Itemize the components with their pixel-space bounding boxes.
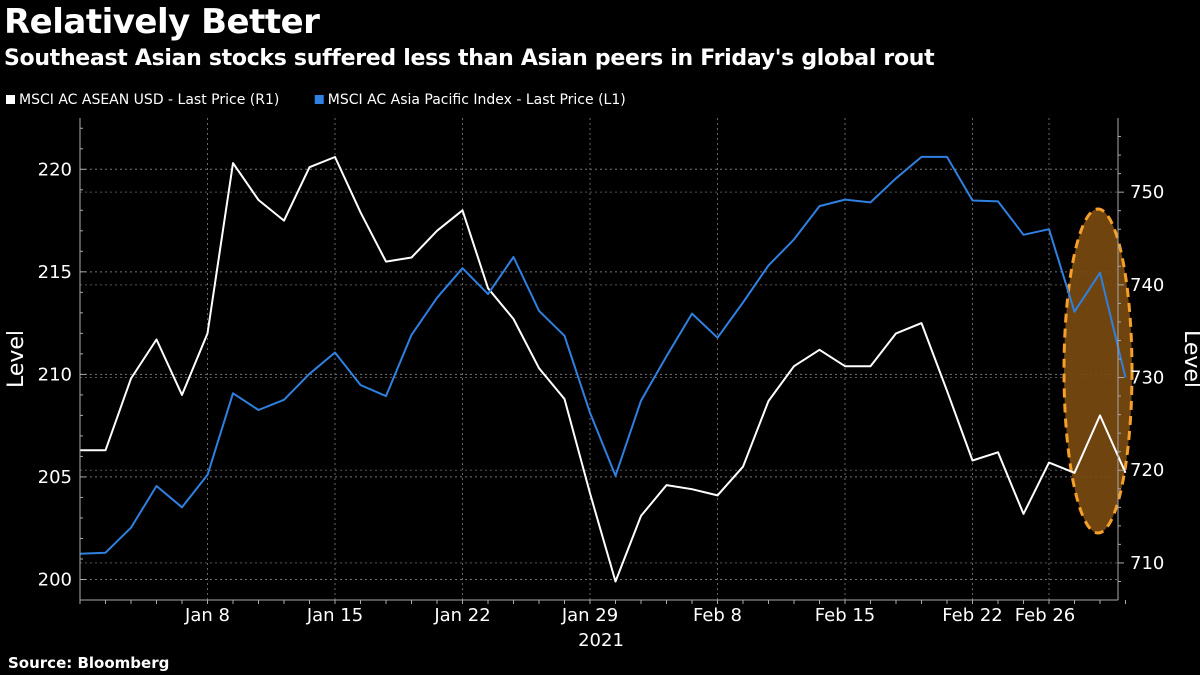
x-year-label: 2021 xyxy=(578,630,624,651)
x-tick-label-20: Jan 29 xyxy=(561,605,618,626)
chart-subtitle: Southeast Asian stocks suffered less tha… xyxy=(4,46,935,71)
x-tick-label-38: Feb 26 xyxy=(1015,605,1076,626)
highlight-ellipse xyxy=(1062,207,1134,535)
x-tick-label-15: Jan 22 xyxy=(433,605,490,626)
axes: 200 205 210 215 220 Level 710 720 730 740 750 Level… xyxy=(4,118,1200,651)
left-axis-title: Level xyxy=(4,330,29,388)
left-tick-label-200: 200 xyxy=(38,569,72,590)
left-tick-label-210: 210 xyxy=(38,364,72,385)
right-tick-label-750: 750 xyxy=(1130,182,1164,203)
right-tick-label-720: 720 xyxy=(1130,460,1164,481)
right-tick-label-740: 740 xyxy=(1130,275,1164,296)
x-tick-label-5: Jan 8 xyxy=(184,605,230,626)
gridlines xyxy=(80,118,1118,600)
source-note: Source: Bloomberg xyxy=(8,654,170,672)
x-tick-label-35: Feb 22 xyxy=(942,605,1003,626)
x-tick-label-10: Jan 15 xyxy=(306,605,363,626)
legend-swatch-0 xyxy=(6,95,15,104)
legend-label-1: MSCI AC Asia Pacific Index - Last Price … xyxy=(328,92,626,108)
x-tick-label-30: Feb 15 xyxy=(815,605,876,626)
legend-label-0: MSCI AC ASEAN USD - Last Price (R1) xyxy=(19,92,279,108)
highlight-layer xyxy=(1062,207,1134,535)
right-tick-label-710: 710 xyxy=(1130,553,1164,574)
series-line-1 xyxy=(79,155,1127,555)
legend-swatch-1 xyxy=(314,95,324,104)
left-tick-label-215: 215 xyxy=(38,262,72,283)
series-layer xyxy=(79,155,1127,583)
left-tick-label-220: 220 xyxy=(38,159,72,180)
legend: MSCI AC ASEAN USD - Last Price (R1) MSCI … xyxy=(6,92,626,108)
left-tick-label-205: 205 xyxy=(38,467,72,488)
x-tick-label-25: Feb 8 xyxy=(693,605,742,626)
right-axis-title: Level xyxy=(1179,330,1200,388)
series-line-0 xyxy=(80,156,1127,583)
right-tick-label-730: 730 xyxy=(1130,368,1164,389)
chart-title: Relatively Better xyxy=(4,2,320,42)
